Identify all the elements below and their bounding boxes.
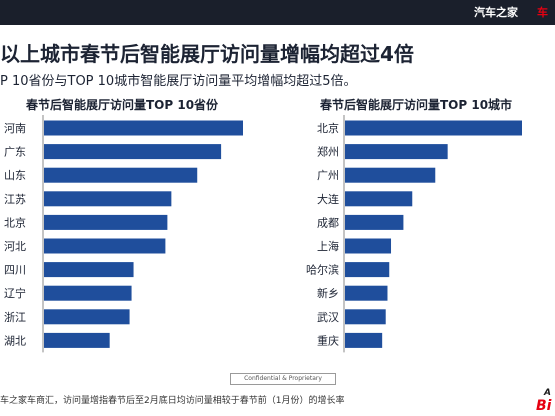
province-category-label: 浙江 xyxy=(4,311,26,324)
city-bar xyxy=(345,332,383,348)
corner-logo-mark: Bi xyxy=(536,398,552,414)
corner-logo-top: A xyxy=(544,388,551,398)
brand-logo: 汽车之家 xyxy=(474,6,518,19)
city-category-label: 重庆 xyxy=(317,333,339,347)
province-category-label: 北京 xyxy=(4,215,26,229)
province-category-label: 辽宁 xyxy=(4,286,26,300)
city-category-label: 郑州 xyxy=(317,145,339,159)
city-bar xyxy=(345,167,436,183)
city-category-label: 哈尔滨 xyxy=(306,263,339,277)
chart-title-cities: 春节后智能展厅访问量TOP 10城市 xyxy=(320,98,513,112)
province-bar xyxy=(44,262,134,278)
province-category-label: 山东 xyxy=(4,169,26,182)
top-bar: 汽车之家 车 xyxy=(0,0,555,25)
city-bar xyxy=(345,262,390,278)
city-category-label: 大连 xyxy=(317,192,339,206)
city-category-label: 成都 xyxy=(317,216,339,229)
province-bar xyxy=(44,120,243,136)
city-bar xyxy=(345,285,388,301)
city-category-label: 北京 xyxy=(317,121,339,135)
city-bar xyxy=(345,214,404,230)
province-bar xyxy=(44,167,198,183)
province-category-label: 江苏 xyxy=(4,193,26,206)
province-category-label: 广东 xyxy=(4,146,26,159)
city-bar xyxy=(345,309,386,325)
city-bar xyxy=(345,191,413,207)
corner-logo: A Bi xyxy=(534,388,555,416)
confidential-label: Confidential & Proprietary xyxy=(230,373,336,385)
province-bar xyxy=(44,191,172,207)
province-category-label: 湖北 xyxy=(4,334,26,347)
city-bar xyxy=(345,238,392,254)
source-note: 车之家车商汇，访问量增指春节后至2月底日均访问量相较于春节前（1月份）的增长率 xyxy=(0,396,345,406)
page-title: 以上城市春节后智能展厅访问量增幅均超过4倍 xyxy=(0,42,414,66)
province-bar xyxy=(44,285,132,301)
province-category-label: 河北 xyxy=(4,240,26,253)
province-bar xyxy=(44,332,110,348)
chart-title-provinces: 春节后智能展厅访问量TOP 10省份 xyxy=(26,98,219,112)
city-category-label: 新乡 xyxy=(317,286,339,300)
city-category-label: 武汉 xyxy=(317,311,339,324)
brand-logo-accent: 车 xyxy=(537,6,548,19)
province-bar xyxy=(44,238,166,254)
province-bar xyxy=(44,144,222,160)
city-bar xyxy=(345,120,522,136)
city-bar xyxy=(345,144,448,160)
city-category-label: 上海 xyxy=(317,239,339,253)
province-bar xyxy=(44,214,168,230)
province-category-label: 河南 xyxy=(4,122,26,135)
province-bar xyxy=(44,309,130,325)
province-category-label: 四川 xyxy=(4,264,26,277)
page-subtitle: P 10省份与TOP 10城市智能展厅访问量平均增幅均超过5倍。 xyxy=(0,74,357,89)
city-category-label: 广州 xyxy=(317,169,339,182)
